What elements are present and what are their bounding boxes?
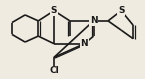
Text: S: S xyxy=(51,6,57,15)
Text: N: N xyxy=(80,39,88,48)
Text: N: N xyxy=(90,16,97,25)
Text: S: S xyxy=(118,6,124,15)
Text: Cl: Cl xyxy=(49,66,59,75)
